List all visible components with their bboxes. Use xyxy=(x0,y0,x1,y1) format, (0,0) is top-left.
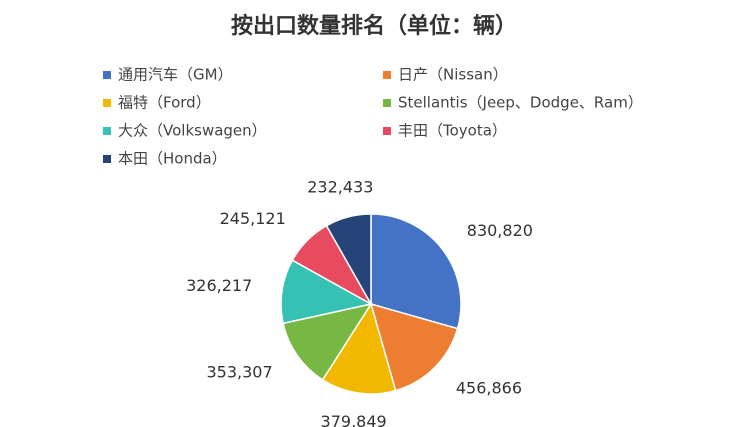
data-label: 830,820 xyxy=(467,221,533,240)
legend-label: 日产（Nissan） xyxy=(398,66,508,84)
legend-swatch xyxy=(103,155,111,163)
legend-label: 本田（Honda） xyxy=(118,150,227,168)
legend-label: 丰田（Toyota） xyxy=(398,122,507,140)
legend-label: 大众（Volkswagen） xyxy=(118,122,267,140)
pie-slice xyxy=(369,302,459,392)
pie-slice xyxy=(282,302,373,381)
data-label: 326,217 xyxy=(186,276,252,295)
pie-slice xyxy=(321,302,397,395)
legend-label: 通用汽车（GM） xyxy=(118,66,233,84)
legend-swatch xyxy=(103,127,111,135)
data-label: 456,866 xyxy=(456,378,522,397)
legend-label: 福特（Ford） xyxy=(118,94,211,112)
data-label: 353,307 xyxy=(206,362,272,381)
pie-slice xyxy=(280,259,374,325)
data-label: 379,849 xyxy=(321,412,387,427)
legend-swatch xyxy=(383,99,391,107)
data-label: 232,433 xyxy=(307,177,373,196)
legend-swatch xyxy=(103,99,111,107)
chart-title: 按出口数量排名（单位：辆） xyxy=(231,13,517,39)
pie-slice xyxy=(325,213,372,307)
legend-swatch xyxy=(383,71,391,79)
legend-swatch xyxy=(103,71,111,79)
pie-slice xyxy=(370,213,462,330)
data-label: 245,121 xyxy=(220,209,286,228)
legend-swatch xyxy=(383,127,391,135)
legend-label: Stellantis（Jeep、Dodge、Ram） xyxy=(398,94,643,112)
